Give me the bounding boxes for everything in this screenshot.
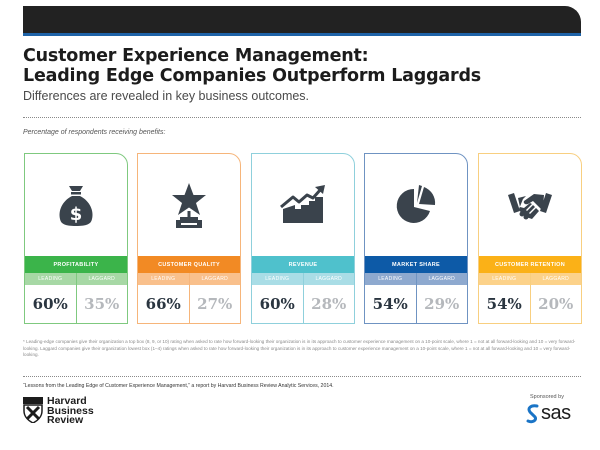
card-label: PROFITABILITY (25, 256, 127, 273)
sponsored-by-label: Sponsored by (530, 394, 564, 400)
sas-wordmark: sas (541, 402, 571, 424)
title-line-2: Leading Edge Companies Outperform Laggar… (23, 66, 481, 86)
sas-logo: sas (525, 402, 571, 425)
leading-value: 54% (372, 295, 408, 313)
laggard-value: 35% (75, 285, 128, 323)
card-icon-area (365, 154, 467, 256)
hbr-line-2: Business (47, 404, 94, 417)
pie-chart-icon (396, 185, 436, 223)
card-label: REVENUE (252, 256, 354, 273)
values-row: 60% 28% (252, 285, 354, 323)
laggard-value: 27% (188, 285, 241, 323)
source-citation: “Lessons from the Leading Edge of Custom… (23, 383, 334, 389)
growth-chart-icon (280, 185, 325, 223)
divider (23, 376, 581, 377)
leading-header: LEADING (378, 276, 403, 282)
laggard-header: LAGGARD (529, 273, 582, 285)
card-icon-area (138, 154, 240, 256)
money-bag-icon: $ (59, 186, 93, 226)
card-market-share: MARKET SHARE LEADING LAGGARD 54% 29% (364, 153, 468, 324)
hbr-shield-icon (23, 397, 43, 423)
column-headers: LEADING LAGGARD (252, 273, 354, 285)
leading-header: LEADING (265, 276, 290, 282)
top-banner (23, 6, 581, 33)
card-customer-retention: CUSTOMER RETENTION LEADING LAGGARD 54% 2… (478, 153, 582, 324)
section-caption: Percentage of respondents receiving bene… (23, 129, 166, 136)
card-icon-area: $ (25, 154, 127, 256)
hbr-line-1: Harvard (47, 395, 87, 407)
values-row: 54% 20% (479, 285, 581, 323)
laggard-value: 20% (529, 285, 582, 323)
card-label: MARKET SHARE (365, 256, 467, 273)
values-row: 60% 35% (25, 285, 127, 323)
column-headers: LEADING LAGGARD (479, 273, 581, 285)
laggard-value: 29% (415, 285, 468, 323)
leading-header: LEADING (492, 276, 517, 282)
trophy-star-icon (172, 183, 206, 228)
hbr-logo: Harvard Business Review (23, 395, 94, 426)
hbr-wordmark: Harvard Business Review (47, 395, 94, 426)
values-row: 66% 27% (138, 285, 240, 323)
card-label: CUSTOMER RETENTION (479, 256, 581, 273)
top-banner-rule (23, 33, 581, 36)
column-headers: LEADING LAGGARD (365, 273, 467, 285)
laggard-header: LAGGARD (188, 273, 241, 285)
card-revenue: REVENUE LEADING LAGGARD 60% 28% (251, 153, 355, 324)
column-headers: LEADING LAGGARD (25, 273, 127, 285)
laggard-header: LAGGARD (415, 273, 468, 285)
card-icon-area (252, 154, 354, 256)
laggard-value: 28% (302, 285, 355, 323)
leading-value: 60% (259, 295, 295, 313)
values-row: 54% 29% (365, 285, 467, 323)
handshake-icon (508, 193, 552, 220)
laggard-header: LAGGARD (75, 273, 128, 285)
title-line-1: Customer Experience Management: (23, 46, 369, 66)
leading-header: LEADING (38, 276, 63, 282)
page-subtitle: Differences are revealed in key business… (23, 89, 310, 103)
footnote: * Leading-edge companies give their orga… (23, 339, 576, 357)
card-icon-area (479, 154, 581, 256)
sas-swirl-icon (526, 403, 539, 423)
hbr-line-3: Review (47, 414, 84, 426)
leading-value: 54% (486, 295, 522, 313)
column-headers: LEADING LAGGARD (138, 273, 240, 285)
svg-text:$: $ (70, 204, 83, 225)
divider (23, 117, 581, 118)
page-title: Customer Experience Management: Leading … (23, 46, 481, 86)
card-profitability: $ PROFITABILITY LEADING LAGGARD 60% 35% (24, 153, 128, 324)
leading-header: LEADING (151, 276, 176, 282)
laggard-header: LAGGARD (302, 273, 355, 285)
leading-value: 66% (145, 295, 181, 313)
leading-value: 60% (32, 295, 68, 313)
card-label: CUSTOMER QUALITY (138, 256, 240, 273)
card-customer-quality: CUSTOMER QUALITY LEADING LAGGARD 66% 27% (137, 153, 241, 324)
